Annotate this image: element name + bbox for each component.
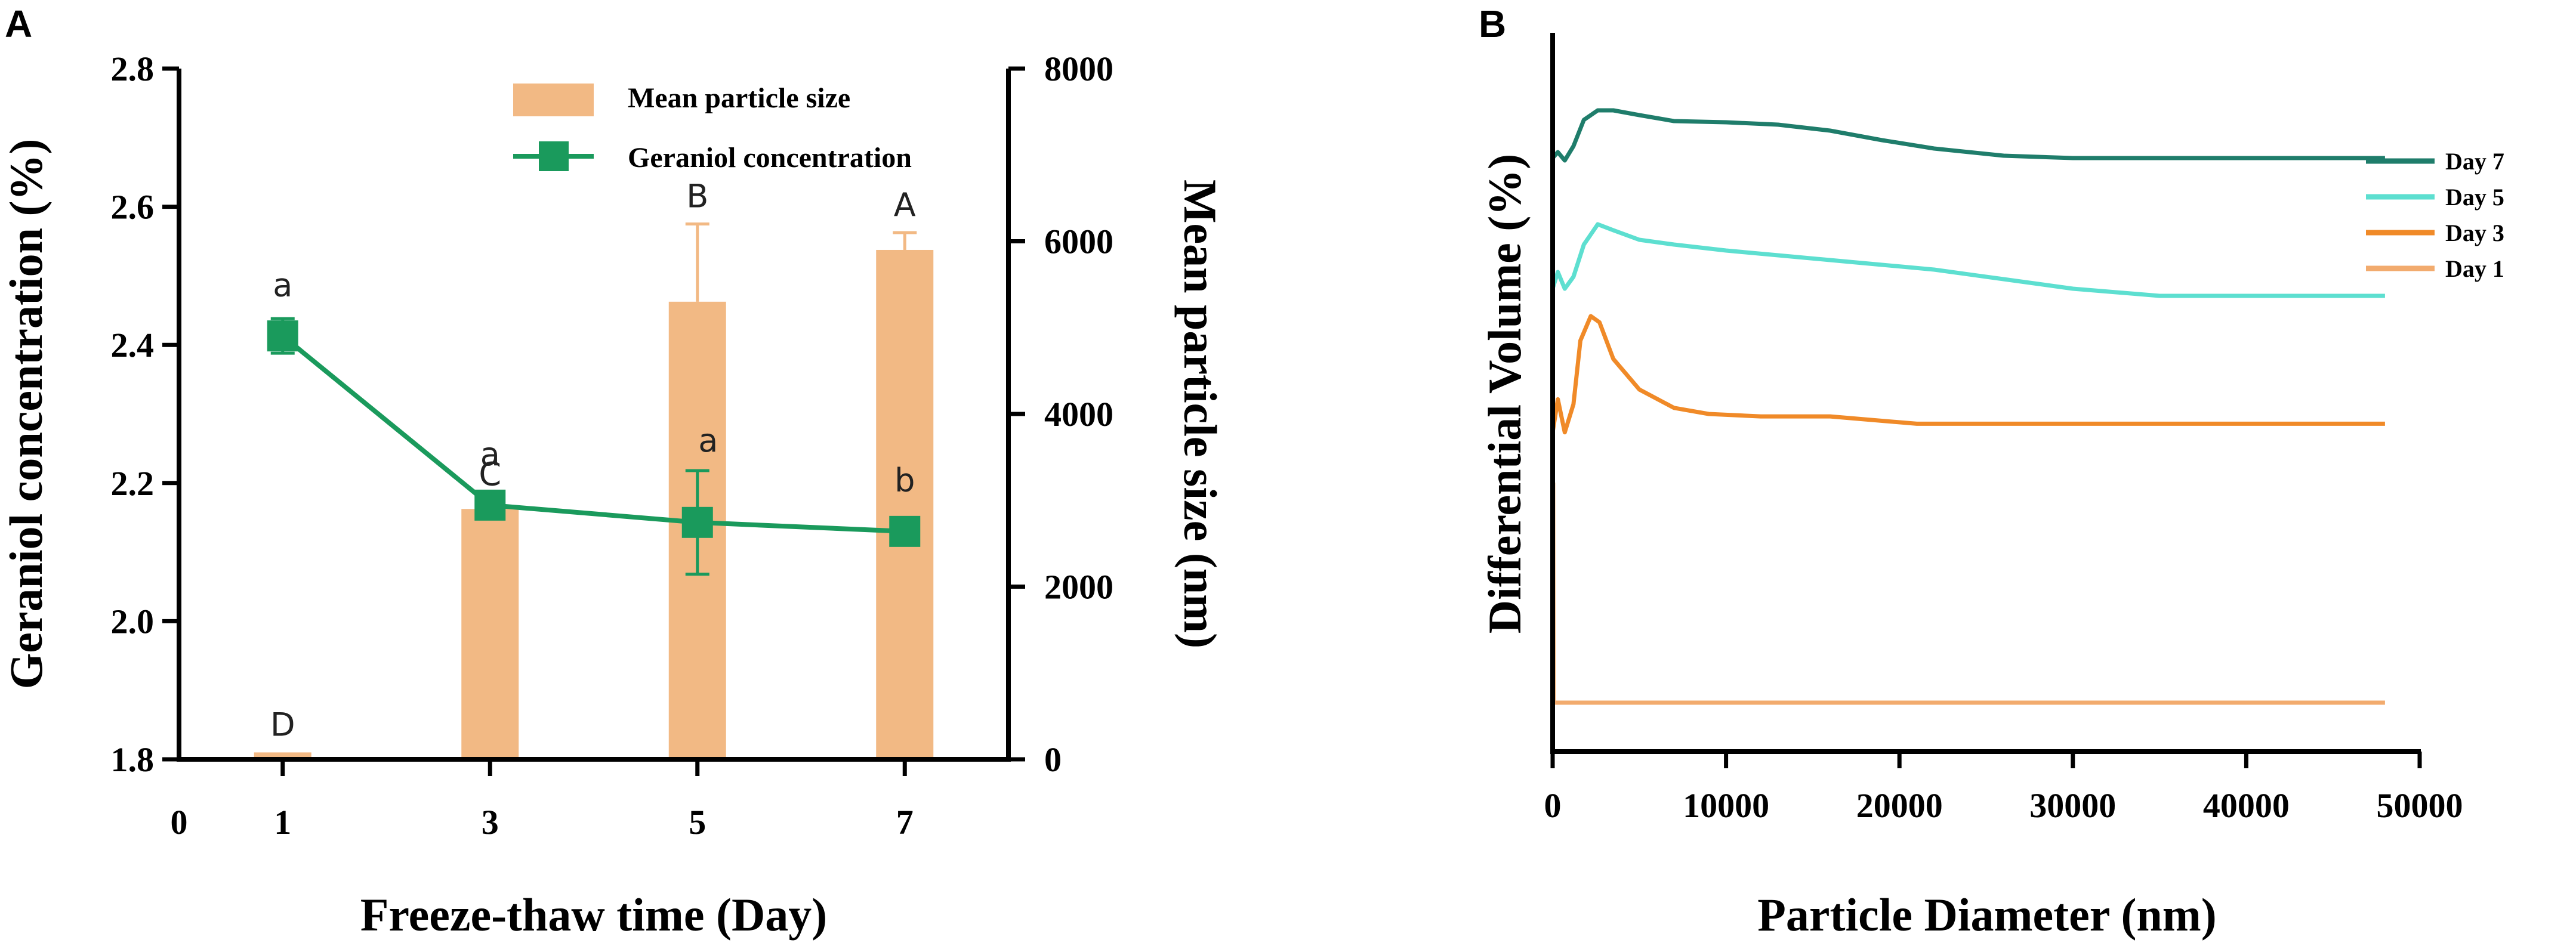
- bars-group: D C B A: [254, 178, 934, 760]
- right-y-tick-label: 8000: [1044, 50, 1113, 88]
- right-y-tick-label: 0: [1044, 740, 1062, 779]
- panel-a-chart: D C B A a a a b 0 1 3 5 7 1.8 2.0 2.2 2.4 2.6 2.8 0 2000 40…: [0, 50, 1226, 941]
- ticks-group: 0 1 3 5 7 1.8 2.0 2.2 2.4 2.6 2.8 0 2000 4000 6000 8000: [111, 50, 1114, 842]
- b-ticks-group: 0 10000 20000 30000 40000 50000: [1544, 752, 2463, 825]
- right-y-tick-label: 2000: [1044, 568, 1113, 607]
- bar-significance-letter: D: [270, 706, 295, 743]
- series-day-7-line: [1551, 108, 2385, 163]
- x-tick-label: 3: [482, 803, 499, 842]
- distribution-lines-group: [1550, 108, 2385, 705]
- b-x-axis-title: Particle Diameter (nm): [1757, 889, 2217, 941]
- geraniol-significance-letter: a: [698, 422, 718, 459]
- bar-significance-letter: B: [686, 178, 708, 215]
- bar-day-3: [461, 509, 519, 759]
- left-y-tick-label: 2.6: [111, 188, 155, 227]
- b-x-tick-label: 20000: [1856, 786, 1943, 825]
- b-x-tick-label: 30000: [2029, 786, 2116, 825]
- bar-day-1: [254, 752, 311, 759]
- geraniol-point: [267, 320, 298, 352]
- x-tick-label: 1: [274, 803, 291, 842]
- b-x-tick-label: 50000: [2377, 786, 2463, 825]
- legend-label-day-3: Day 3: [2445, 220, 2504, 246]
- bar-day-7: [876, 249, 934, 760]
- legend-square-marker: [539, 141, 569, 171]
- legend-item-geraniol-concentration: Geraniol concentration: [628, 142, 912, 174]
- x-tick-label: 5: [689, 803, 706, 842]
- x-tick-label: 0: [171, 803, 188, 842]
- right-y-axis-title: Mean particle size (nm): [1174, 180, 1226, 648]
- geraniol-significance-letter: a: [273, 266, 292, 304]
- legend-label-day-1: Day 1: [2445, 255, 2504, 282]
- x-axis-title: Freeze-thaw time (Day): [360, 889, 828, 941]
- left-y-tick-label: 1.8: [111, 740, 155, 779]
- left-y-tick-label: 2.4: [111, 326, 155, 364]
- b-y-axis-title: Differential Volume (%): [1479, 154, 1531, 633]
- series-day-5-line: [1550, 222, 2385, 298]
- geraniol-point: [474, 489, 506, 521]
- geraniol-point: [889, 515, 921, 547]
- legend-item-mean-particle-size: Mean particle size: [628, 82, 850, 114]
- geraniol-significance-letter: b: [894, 462, 915, 499]
- bar-significance-letter: A: [894, 186, 916, 224]
- panel-label-b: B: [1479, 2, 1506, 45]
- right-y-tick-label: 4000: [1044, 395, 1113, 434]
- legend-bar-swatch: [513, 84, 594, 116]
- b-x-tick-label: 40000: [2203, 786, 2290, 825]
- geraniol-line: [281, 334, 905, 534]
- bar-significance-letter: C: [479, 456, 501, 493]
- legend-label-day-7: Day 7: [2445, 148, 2504, 175]
- geraniol-point: [681, 506, 713, 538]
- left-y-tick-label: 2.0: [111, 602, 155, 641]
- panel-label-a: A: [5, 2, 32, 45]
- line-group: a a a b: [267, 266, 921, 576]
- legend-b: Day 7 Day 5 Day 3 Day 1: [2366, 148, 2504, 282]
- left-y-tick-label: 2.2: [111, 464, 155, 503]
- series-day-3-line: [1550, 314, 2385, 435]
- b-x-tick-label: 10000: [1683, 786, 1769, 825]
- b-x-tick-label: 0: [1544, 786, 1562, 825]
- geraniol-significance-letter: a: [480, 435, 500, 473]
- left-y-axis-title: Geraniol concentration (%): [0, 139, 52, 690]
- left-y-tick-label: 2.8: [111, 50, 155, 88]
- legend-label-day-5: Day 5: [2445, 184, 2504, 211]
- legend-a: Mean particle size Geraniol concentratio…: [513, 82, 912, 174]
- x-tick-label: 7: [896, 803, 914, 842]
- right-y-tick-label: 6000: [1044, 222, 1113, 261]
- series-day-1-line: [1550, 481, 2385, 705]
